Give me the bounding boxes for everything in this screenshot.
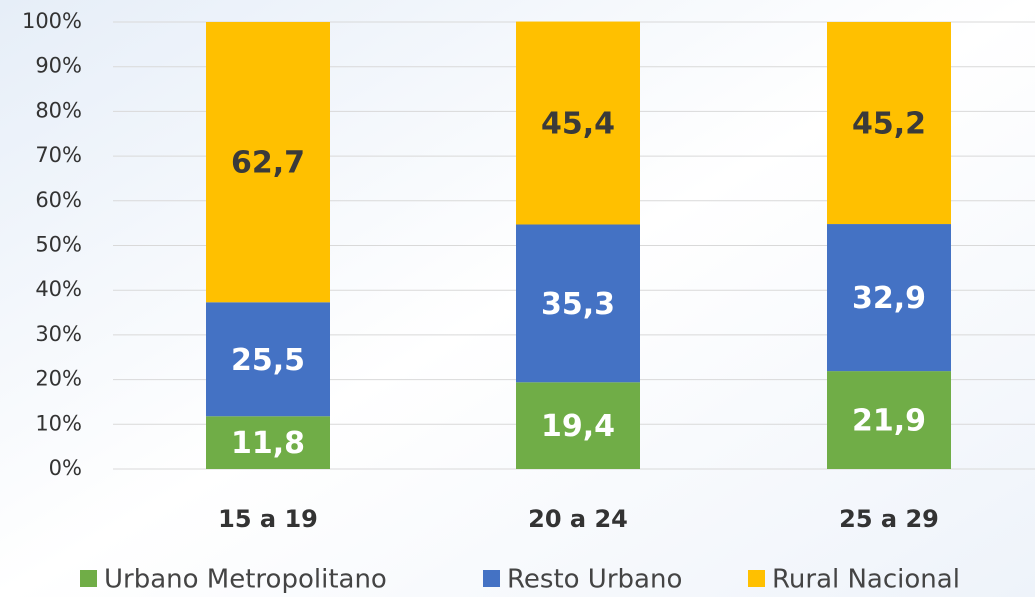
y-tick-label: 70%	[35, 143, 82, 167]
legend-label: Urbano Metropolitano	[104, 565, 387, 595]
value-label: 35,3	[541, 287, 615, 322]
legend-label: Resto Urbano	[507, 565, 682, 595]
x-tick-label: 15 a 19	[218, 505, 318, 533]
y-tick-label: 100%	[22, 9, 82, 33]
value-label: 21,9	[852, 404, 926, 439]
y-tick-label: 20%	[35, 367, 82, 391]
bar-segment	[827, 371, 951, 469]
value-label: 45,2	[852, 107, 926, 142]
y-tick-label: 40%	[35, 277, 82, 301]
value-label: 45,4	[541, 107, 615, 142]
y-tick-label: 80%	[35, 98, 82, 122]
bar-segment	[516, 382, 640, 469]
y-tick-label: 90%	[35, 54, 82, 78]
bar-segment	[827, 22, 951, 225]
value-label: 32,9	[852, 281, 926, 316]
x-tick-label: 25 a 29	[839, 505, 939, 533]
value-label: 19,4	[541, 409, 615, 444]
y-tick-label: 10%	[35, 411, 82, 435]
legend-swatch	[80, 570, 97, 587]
legend-label: Rural Nacional	[772, 565, 960, 595]
y-tick-label: 30%	[35, 322, 82, 346]
y-tick-label: 50%	[35, 233, 82, 257]
bar-segment	[827, 224, 951, 372]
y-tick-label: 60%	[35, 188, 82, 212]
bar-segment	[516, 224, 640, 383]
bar-segment	[206, 416, 330, 469]
value-label: 25,5	[231, 343, 305, 378]
legend-swatch	[483, 570, 500, 587]
value-label: 62,7	[231, 146, 305, 181]
x-tick-label: 20 a 24	[528, 505, 628, 533]
y-tick-label: 0%	[49, 456, 82, 480]
value-label: 11,8	[231, 426, 305, 461]
bar-segment	[206, 302, 330, 417]
bar-segment	[206, 22, 330, 303]
bar-segment	[516, 21, 640, 225]
legend-swatch	[748, 570, 765, 587]
